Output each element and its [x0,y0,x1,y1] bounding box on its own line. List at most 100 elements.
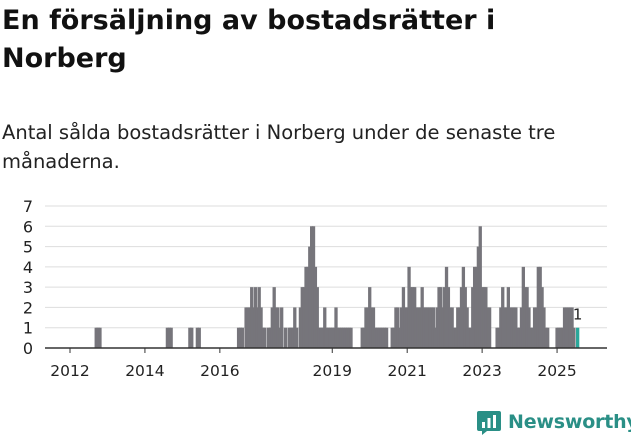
bar [98,327,102,348]
bar [487,307,492,348]
bar [392,327,396,348]
bar [531,327,535,348]
bar [411,287,415,348]
bar [338,327,342,348]
bar [259,307,263,348]
bar [379,327,383,348]
bar [169,327,173,348]
bar [401,287,406,348]
bar [369,307,374,348]
bar [564,307,569,348]
x-tick-label-2019: 2019 [313,362,352,380]
bar [441,307,445,348]
bar [407,266,411,348]
bar [501,287,505,348]
bar [497,327,501,348]
bar [396,307,400,348]
bar [319,327,323,348]
bar [446,287,451,348]
bar [238,327,243,348]
bar [544,327,548,348]
bar [323,307,327,348]
newsworthy-logo[interactable]: Newsworthy [476,409,631,435]
bar [469,327,473,348]
bar [538,266,542,348]
bar [443,287,447,348]
bar [236,327,241,348]
bar [274,307,278,348]
bar [328,327,333,348]
chart-subtitle: Antal sålda bostadsrätter i Norberg unde… [2,121,556,173]
bar [308,246,312,348]
bar [424,307,428,348]
bar [416,307,421,348]
bar [96,327,100,348]
bar [480,287,484,348]
y-tick-label-7: 7 [23,197,33,216]
bar [465,307,469,348]
bar [484,287,488,348]
bar [512,307,516,348]
bar [317,327,321,348]
bar [280,307,284,348]
bar [250,287,254,348]
bar [456,307,460,348]
bar [345,327,349,348]
bar [362,327,366,348]
bar [463,287,467,348]
bar [422,307,426,348]
bar [459,287,464,348]
bar [167,327,171,348]
bar [334,307,338,348]
bar [482,287,486,348]
bar [444,266,449,348]
bar [298,307,303,348]
bar [521,266,525,348]
bar [272,287,276,348]
bar [295,327,299,348]
bar [525,287,529,348]
bar [561,327,565,348]
bar [461,266,466,348]
brand-name: Newsworthy [508,411,631,433]
bar [448,307,452,348]
bar [486,307,490,348]
bar [413,287,417,348]
bar [439,287,443,348]
bar [255,307,259,348]
bar [555,327,559,348]
bar [529,327,533,348]
bar [398,327,402,348]
bar [251,307,256,348]
bar [373,327,377,348]
bar [566,307,570,348]
bar [471,287,475,348]
bar [542,307,546,348]
bar [289,327,293,348]
bar [572,327,576,348]
bar [454,327,458,348]
chart-title: En försäljning av bostadsrätter i Norber… [2,5,496,74]
bar [349,327,353,348]
bar [557,327,561,348]
bar [517,327,522,348]
x-tick-label-2012: 2012 [50,362,89,380]
bar [452,327,456,348]
y-tick-label-1: 1 [23,319,33,338]
bar [437,287,441,348]
y-tick-label-3: 3 [23,278,33,297]
bar [457,307,462,348]
bar [467,327,471,348]
bar [426,307,430,348]
x-axis: 2012 2014 2016 2019 2021 2023 2025 [50,348,577,380]
bars [94,226,580,348]
bar [519,307,524,348]
y-tick-label-0: 0 [23,339,33,358]
bar [347,327,351,348]
bar [499,307,503,348]
bar [510,307,514,348]
bar [559,327,563,348]
bar [341,327,346,348]
bar [570,307,574,348]
